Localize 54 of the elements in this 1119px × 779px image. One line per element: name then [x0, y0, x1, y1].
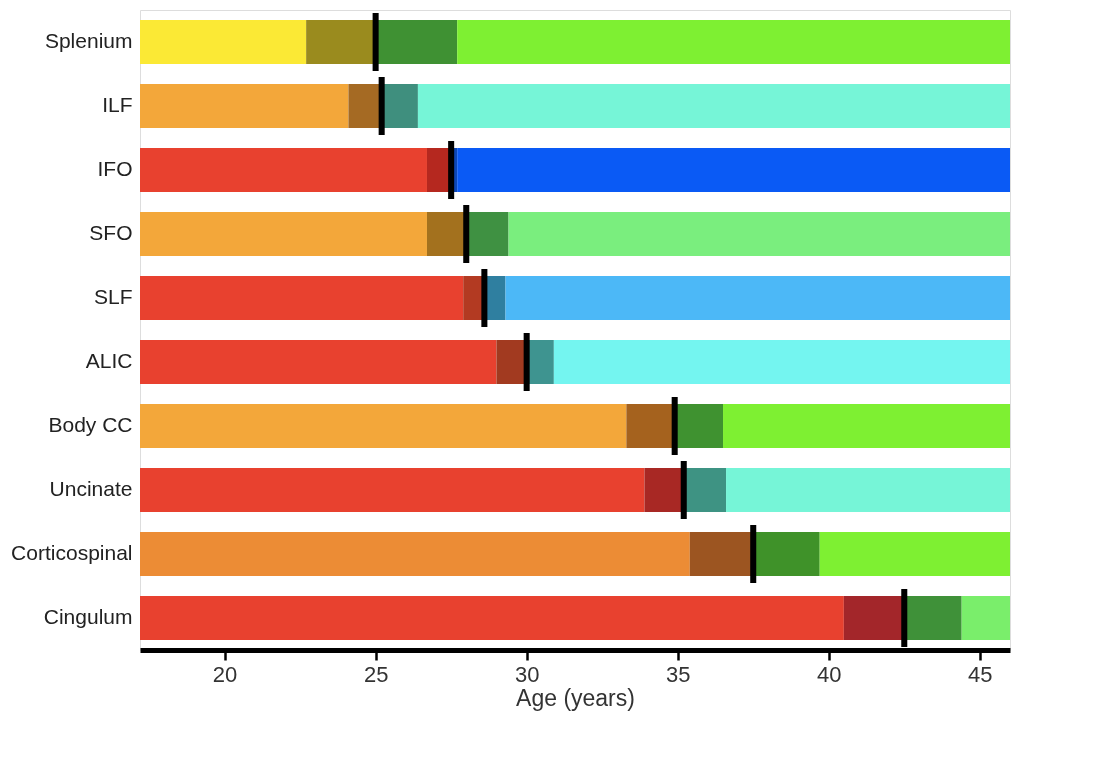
bar [140, 340, 497, 384]
bar [140, 468, 645, 512]
bar [140, 276, 464, 320]
bar [140, 148, 427, 192]
bar [723, 404, 1010, 448]
bar [753, 532, 820, 576]
bar [448, 141, 455, 199]
bar [463, 205, 470, 263]
bar [750, 525, 757, 583]
y-tick-label: Corticospinal [11, 541, 133, 564]
bar [372, 13, 379, 71]
y-tick-label: Uncinate [49, 477, 133, 500]
bar [306, 20, 376, 64]
bar [457, 148, 1010, 192]
y-tick-label: ALIC [85, 349, 133, 372]
x-tick-label: 20 [212, 661, 238, 687]
bar [644, 468, 684, 512]
bar [680, 461, 687, 519]
bar [457, 20, 1010, 64]
bar [505, 276, 1010, 320]
y-tick-label: Body CC [48, 413, 133, 436]
bar [904, 596, 962, 640]
y-tick-label: Splenium [44, 29, 133, 52]
bar [140, 20, 307, 64]
bar [481, 269, 488, 327]
y-tick-label: SFO [89, 221, 133, 244]
bar [726, 468, 1010, 512]
bar [417, 84, 1010, 128]
x-tick-label: 40 [817, 661, 842, 687]
bar [508, 212, 1010, 256]
bar [553, 340, 1010, 384]
bar [496, 340, 527, 384]
y-tick-label: ILF [102, 93, 133, 116]
y-tick-label: SLF [93, 285, 133, 308]
bar [140, 532, 690, 576]
y-tick-label: IFO [97, 157, 133, 180]
bar [378, 77, 385, 135]
bar [140, 596, 844, 640]
x-tick-label: 45 [968, 661, 993, 687]
bar [140, 404, 627, 448]
x-tick-label: 25 [363, 661, 389, 687]
bar [140, 212, 427, 256]
bar [626, 404, 675, 448]
bar [348, 84, 382, 128]
x-tick-label: 35 [665, 661, 691, 687]
y-tick-label: Cingulum [43, 605, 133, 628]
x-tick-label: 30 [514, 661, 540, 687]
bar [961, 596, 1010, 640]
bar [466, 212, 509, 256]
x-axis-title: Age (years) [516, 684, 635, 711]
bar [819, 532, 1010, 576]
bar [523, 333, 530, 391]
bar [671, 397, 678, 455]
bar [140, 84, 349, 128]
